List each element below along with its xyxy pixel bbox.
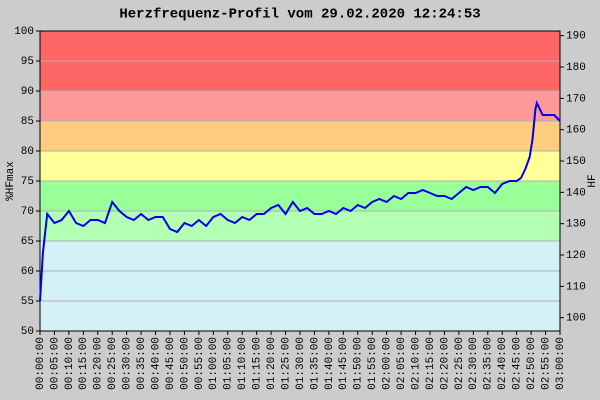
x-tick-label: 02:20:00: [439, 337, 451, 390]
x-tick-label: 02:10:00: [410, 337, 422, 390]
line-series: [39, 100, 561, 302]
y-tick-label: 55: [21, 296, 34, 308]
x-tick-label: 01:40:00: [324, 337, 336, 390]
x-tick-label: 02:30:00: [468, 337, 480, 390]
y2-tick-label: 190: [566, 31, 586, 43]
x-tick-label: 00:55:00: [194, 337, 206, 390]
y-tick-label: 95: [21, 56, 34, 68]
y2-axis-label: HF: [587, 174, 599, 187]
x-tick-label: 01:25:00: [280, 337, 292, 390]
y-tick-label: 100: [14, 26, 34, 38]
y-tick-label: 60: [21, 266, 34, 278]
x-tick-label: 01:45:00: [338, 337, 350, 390]
x-tick-label: 01:00:00: [208, 337, 220, 390]
x-tick-label: 01:20:00: [266, 337, 278, 390]
chart-title: Herzfrequenz-Profil vom 29.02.2020 12:24…: [119, 7, 480, 23]
x-tick-label: 02:35:00: [483, 337, 495, 390]
x-tick-label: 00:05:00: [49, 337, 61, 390]
x-tick-label: 03:00:00: [555, 337, 567, 390]
y2-tick-label: 140: [566, 187, 586, 199]
x-tick-label: 02:15:00: [425, 337, 437, 390]
x-tick-label: 00:15:00: [78, 337, 90, 390]
x-tick-label: 00:00:00: [35, 337, 47, 390]
x-tick-label: 00:30:00: [122, 337, 134, 390]
y-tick-label: 80: [21, 146, 34, 158]
y-tick-label: 90: [21, 86, 34, 98]
x-tick-label: 01:30:00: [295, 337, 307, 390]
x-tick-label: 00:20:00: [93, 337, 105, 390]
x-tick-label: 01:05:00: [223, 337, 235, 390]
x-tick-label: 02:00:00: [382, 337, 394, 390]
y2-tick-label: 130: [566, 219, 586, 231]
x-tick-label: 00:50:00: [179, 337, 191, 390]
x-tick-label: 02:05:00: [396, 337, 408, 390]
x-tick-label: 01:10:00: [237, 337, 249, 390]
plot-frame: [39, 30, 561, 332]
y-axis-label: %HFmax: [5, 161, 17, 201]
y-tick-label: 65: [21, 236, 34, 248]
x-tick-label: 02:25:00: [454, 337, 466, 390]
x-tick-label: 00:10:00: [64, 337, 76, 390]
x-tick-label: 01:55:00: [367, 337, 379, 390]
x-tick-label: 02:55:00: [540, 337, 552, 390]
zone: [40, 121, 560, 151]
zone: [40, 151, 560, 181]
x-tick-label: 00:35:00: [136, 337, 148, 390]
y2-tick-label: 110: [566, 281, 586, 293]
y-tick-label: 75: [21, 176, 34, 188]
x-tick-label: 01:35:00: [309, 337, 321, 390]
x-tick-label: 01:15:00: [252, 337, 264, 390]
x-tick-label: 02:50:00: [526, 337, 538, 390]
y2-tick-label: 180: [566, 62, 586, 74]
y2-tick-label: 160: [566, 125, 586, 137]
y-tick-label: 85: [21, 116, 34, 128]
y2-tick-label: 100: [566, 313, 586, 325]
x-tick-label: 02:45:00: [512, 337, 524, 390]
y-tick-label: 70: [21, 206, 34, 218]
x-tick-label: 00:40:00: [150, 337, 162, 390]
x-tick-label: 01:50:00: [353, 337, 365, 390]
zone: [40, 241, 560, 331]
zone: [40, 211, 560, 241]
zone: [40, 181, 560, 211]
x-tick-label: 00:25:00: [107, 337, 119, 390]
y2-tick-label: 170: [566, 93, 586, 105]
x-tick-label: 00:45:00: [165, 337, 177, 390]
y-tick-label: 50: [21, 326, 34, 338]
x-tick-label: 02:40:00: [497, 337, 509, 390]
y2-tick-label: 150: [566, 156, 586, 168]
zone: [40, 91, 560, 121]
y2-tick-label: 120: [566, 250, 586, 262]
